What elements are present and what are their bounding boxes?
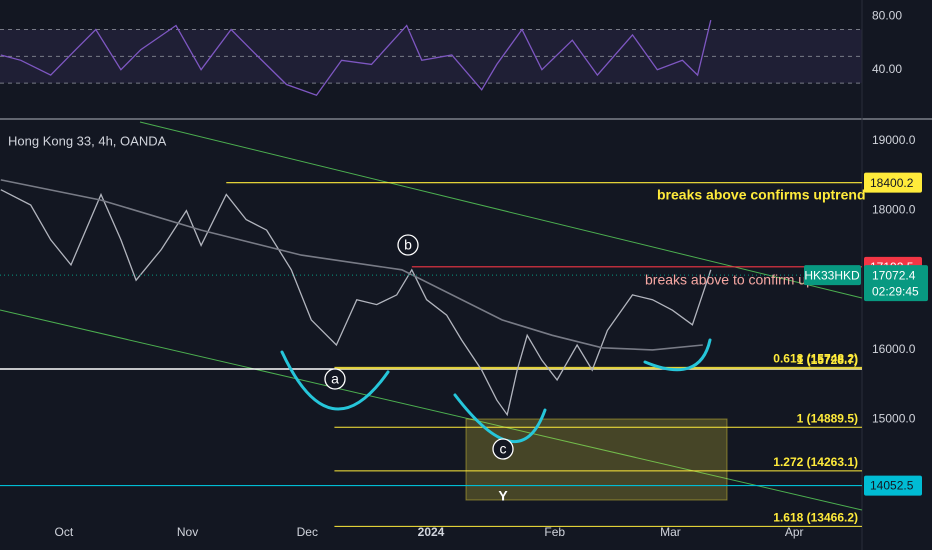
wave-label: c: [500, 441, 507, 457]
pattern-arc: [643, 338, 712, 372]
chart-title: Hong Kong 33, 4h, OANDA: [8, 133, 167, 148]
symbol-label: HK33HKD: [804, 268, 860, 282]
wave-label: b: [404, 237, 412, 253]
x-tick-label: Oct: [55, 525, 74, 539]
symbol-tag: [804, 265, 861, 286]
x-tick-label: 2024: [418, 525, 445, 539]
level-price-label: 14052.5: [870, 479, 914, 493]
y-tick-label: 16000.0: [872, 342, 916, 356]
x-tick-label: Dec: [297, 525, 318, 539]
level-price-box: [864, 475, 922, 496]
current-price-label: 17072.4: [872, 268, 916, 282]
channel-upper: [139, 121, 863, 299]
countdown-label: 02:29:45: [872, 284, 919, 298]
y-tick-label: 19000.0: [872, 133, 916, 147]
x-tick-label: Apr: [785, 525, 804, 539]
wave-label: Y: [498, 488, 508, 504]
y-tick-label: 15000.0: [872, 412, 916, 426]
rsi-tick-label: 80.00: [872, 8, 902, 22]
channel-lower: [0, 309, 863, 511]
fib-label: 1.272 (14263.1): [773, 455, 858, 469]
y-tick-label: 18000.0: [872, 203, 916, 217]
wave-circle: [397, 234, 419, 256]
level-price-box: [864, 172, 922, 193]
fib-label: 1 (15728.7): [797, 353, 858, 367]
target-zone: [465, 418, 728, 501]
fib-label: 1 (14889.5): [797, 411, 858, 425]
rsi-line: [0, 19, 712, 96]
fib-label: 0.618 (15748.2): [773, 352, 858, 366]
x-tick-label: Mar: [660, 525, 681, 539]
x-tick-label: Nov: [177, 525, 198, 539]
pattern-arc: [280, 350, 390, 411]
wave-label: a: [331, 371, 339, 387]
level-price-label: 18400.2: [870, 176, 914, 190]
rsi-tick-label: 40.00: [872, 62, 902, 76]
rsi-band: [0, 29, 862, 84]
x-tick-label: Feb: [544, 525, 565, 539]
fib-label: 1.618 (13466.2): [773, 511, 858, 525]
annotation: breaks above confirms uptrend: [657, 187, 866, 203]
wave-circle: [324, 368, 346, 390]
wave-circle: [492, 438, 514, 460]
price-line: [0, 179, 703, 351]
current-price-box: [864, 265, 928, 302]
annotation: breaks above to confirm uptrend: [645, 272, 846, 288]
